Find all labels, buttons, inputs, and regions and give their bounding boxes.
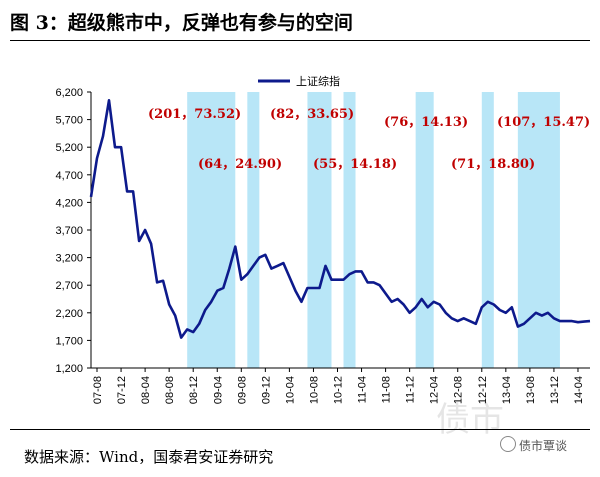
rebound-annotation: (76，14.13)	[384, 115, 468, 130]
rebound-band	[415, 92, 434, 368]
y-tick-label: 3,700	[55, 225, 83, 237]
y-tick-label: 5,200	[55, 142, 83, 154]
rebound-annotation: (201，73.52)	[148, 107, 241, 122]
rebound-band	[247, 92, 260, 368]
x-tick-label: 08-08	[164, 376, 176, 404]
x-tick-label: 14-04	[573, 376, 585, 404]
x-tick-label: 12-08	[453, 376, 465, 404]
y-tick-label: 4,700	[55, 170, 83, 182]
y-axis-ticks: 6,200 5,700 5,200 4,700 4,200 3,700 3,200 2,700…	[55, 87, 91, 375]
source-note: 数据来源：Wind，国泰君安证券研究	[24, 448, 274, 466]
y-tick-label: 2,700	[55, 280, 83, 292]
annotations: (201，73.52) (64，24.90) (82，33.65) (55，14.18…	[148, 107, 590, 172]
axes	[90, 92, 590, 369]
title-rule	[10, 40, 590, 41]
y-tick-label: 5,700	[55, 115, 83, 127]
rebound-annotation: (107，15.47)	[497, 115, 590, 130]
x-tick-label: 10-04	[284, 376, 296, 404]
x-tick-label: 12-12	[477, 376, 489, 404]
x-tick-label: 08-04	[140, 376, 152, 404]
y-tick-label: 1,200	[55, 363, 83, 375]
watermark-logo: 债市	[436, 400, 504, 440]
x-tick-label: 07-08	[92, 376, 104, 404]
x-tick-label: 13-12	[549, 376, 561, 404]
y-tick-label: 1,700	[55, 335, 83, 347]
x-axis-ticks: 07-08 07-12 08-04 08-08 08-12 09-04 09-08 09-12…	[92, 368, 585, 404]
x-tick-label: 09-08	[236, 376, 248, 404]
legend-label: 上证综指	[296, 74, 340, 88]
rebound-annotation: (55，14.18)	[313, 157, 397, 172]
y-tick-label: 3,200	[55, 253, 83, 265]
x-tick-label: 09-12	[260, 376, 272, 404]
y-tick-label: 6,200	[55, 87, 83, 99]
y-tick-label: 2,200	[55, 308, 83, 320]
x-tick-label: 10-12	[332, 376, 344, 404]
y-tick-label: 4,200	[55, 197, 83, 209]
figure-title: 图 3：超级熊市中，反弹也有参与的空间	[10, 12, 353, 34]
x-tick-label: 12-04	[429, 376, 441, 404]
wechat-icon	[500, 436, 516, 452]
x-tick-label: 08-12	[188, 376, 200, 404]
line-chart: 6,200 5,700 5,200 4,700 4,200 3,700 3,200 2,700…	[55, 74, 591, 404]
x-tick-label: 09-04	[212, 376, 224, 404]
x-tick-label: 11-08	[381, 376, 393, 403]
x-tick-label: 10-08	[308, 376, 320, 404]
rebound-band	[481, 92, 494, 368]
x-tick-label: 13-08	[525, 376, 537, 404]
rebound-band	[307, 92, 332, 368]
x-tick-label: 07-12	[116, 376, 128, 404]
rebound-band	[187, 92, 236, 368]
legend: 上证综指	[258, 74, 340, 88]
watermark-brand: 债市覃谈	[519, 439, 568, 453]
x-tick-label: 13-04	[501, 376, 513, 404]
rebound-annotation: (64，24.90)	[198, 157, 282, 172]
rebound-annotation: (71，18.80)	[451, 157, 535, 172]
rebound-band	[517, 92, 560, 368]
rebound-bands	[187, 92, 560, 368]
rebound-annotation: (82，33.65)	[270, 107, 354, 122]
series-line-shanghai-composite	[89, 99, 591, 339]
source-rule	[10, 429, 590, 430]
x-tick-label: 11-04	[357, 376, 369, 403]
rebound-band	[343, 92, 356, 368]
series-layer	[89, 99, 591, 339]
x-tick-label: 11-12	[405, 376, 417, 403]
